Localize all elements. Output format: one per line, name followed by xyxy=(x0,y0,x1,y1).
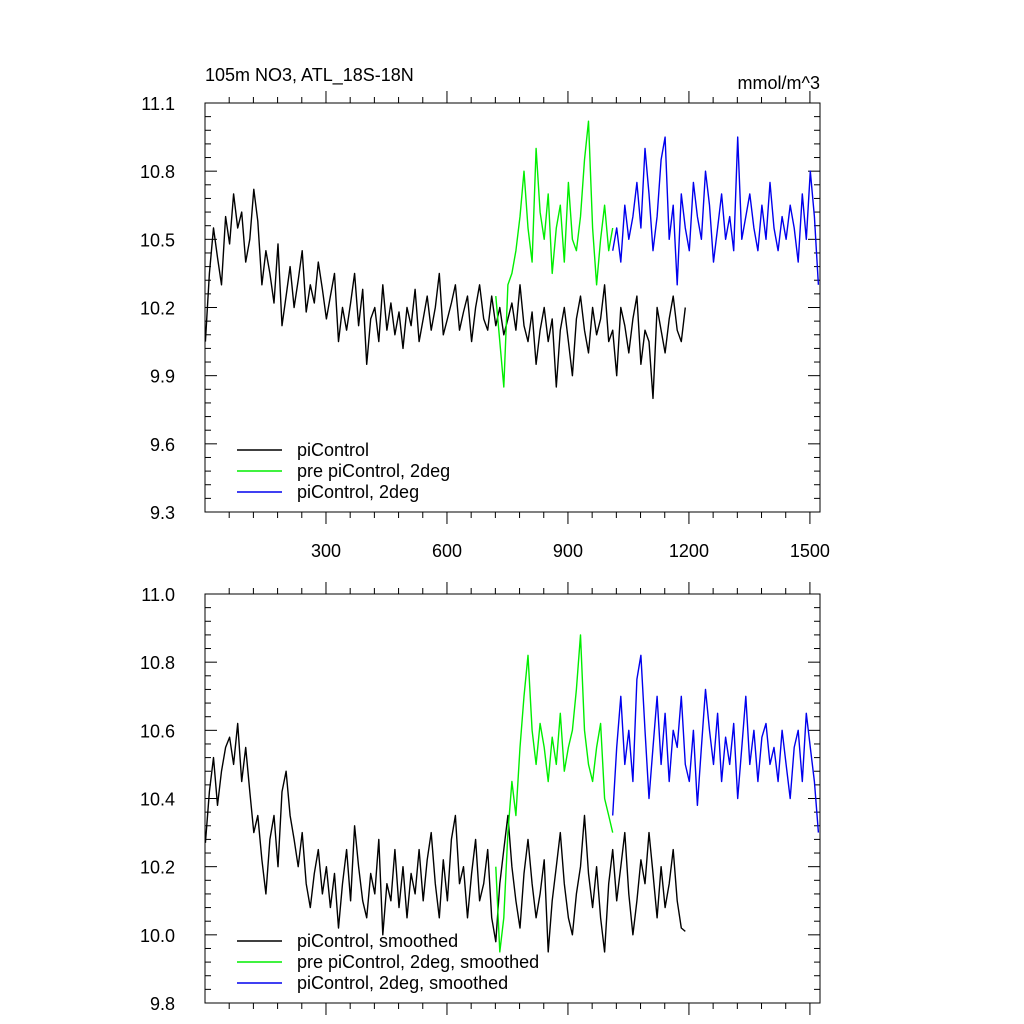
series-line-2 xyxy=(612,654,820,833)
units-label: mmol/m^3 xyxy=(738,73,820,93)
y-tick-label: 11.1 xyxy=(141,94,175,114)
legend-label: piControl, 2deg xyxy=(297,482,419,502)
y-tick-label: 10.0 xyxy=(140,926,175,946)
series-line-0 xyxy=(204,722,686,953)
y-tick-label: 10.2 xyxy=(140,299,175,319)
series-line-0 xyxy=(204,188,686,400)
x-tick-label: 900 xyxy=(553,541,583,561)
y-tick-label: 9.8 xyxy=(150,994,175,1014)
legend-label: pre piControl, 2deg, smoothed xyxy=(297,952,539,972)
legend-label: piControl, smoothed xyxy=(297,931,458,951)
legend-label: pre piControl, 2deg xyxy=(297,461,450,481)
series-line-2 xyxy=(612,136,820,286)
series-line-1 xyxy=(495,634,614,953)
y-tick-label: 10.8 xyxy=(140,653,175,673)
bottom-panel: 9.8 10.0 10.2 10.4 10.6 10.8 11.0 piControl, sm… xyxy=(140,582,821,1015)
legend-label: piControl, 2deg, smoothed xyxy=(297,973,508,993)
x-tick-label: 1200 xyxy=(669,541,709,561)
legend-label: piControl xyxy=(297,440,369,460)
y-tick-label: 10.2 xyxy=(140,858,175,878)
y-tick-label: 11.0 xyxy=(141,585,175,605)
y-tick-label: 10.6 xyxy=(140,721,175,741)
y-tick-label: 9.6 xyxy=(150,435,175,455)
y-tick-label: 9.9 xyxy=(150,367,175,387)
y-tick-label: 9.3 xyxy=(150,503,175,523)
series-line-1 xyxy=(495,120,614,388)
top-panel: 9.3 9.6 9.9 10.2 10.5 10.8 11.1 300 600 900 1200 15… xyxy=(140,65,830,561)
y-tick-label: 10.4 xyxy=(140,790,175,810)
x-tick-label: 300 xyxy=(311,541,341,561)
x-tick-label: 600 xyxy=(432,541,462,561)
chart-title: 105m NO3, ATL_18S-18N xyxy=(205,65,414,86)
y-tick-label: 10.5 xyxy=(140,230,175,250)
x-tick-label: 1500 xyxy=(790,541,830,561)
y-tick-label: 10.8 xyxy=(140,162,175,182)
